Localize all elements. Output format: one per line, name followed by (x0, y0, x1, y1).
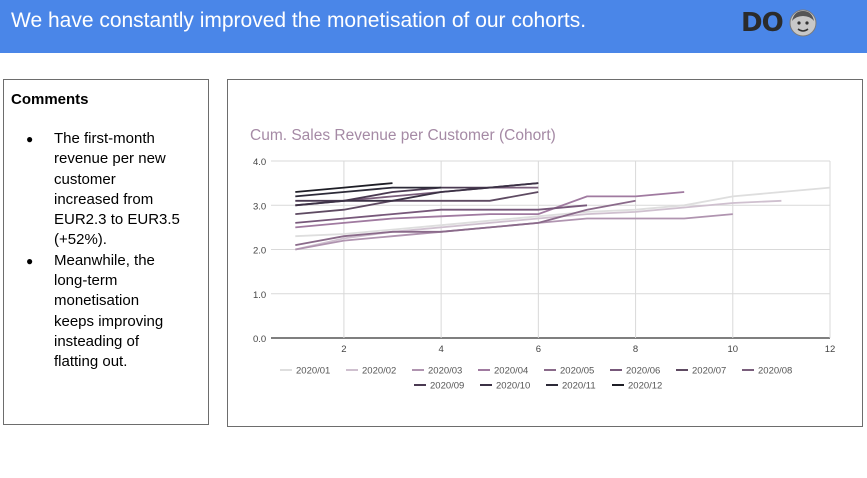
comments-panel: Comments ● The first-month revenue per n… (3, 79, 209, 425)
series-line-2020-11 (295, 186, 442, 198)
cohort-line-chart: Cum. Sales Revenue per Customer (Cohort)… (250, 127, 835, 392)
comment-item: ● The first-month revenue per new custom… (4, 129, 208, 251)
bullet-icon: ● (26, 253, 34, 268)
x-tick-label: 10 (727, 344, 738, 355)
legend-label: 2020/04 (494, 366, 528, 377)
chart-grid (271, 160, 831, 339)
chart-title: Cum. Sales Revenue per Customer (Cohort) (250, 127, 556, 144)
face-icon (789, 9, 817, 37)
x-tick-label: 12 (825, 344, 836, 355)
comment-line: increased from (54, 190, 154, 208)
comment-line: Meanwhile, the (54, 251, 155, 269)
comment-item: ● Meanwhile, the long-term monetisation … (4, 251, 208, 373)
company-logo: DO (741, 4, 818, 42)
legend-label: 2020/06 (626, 366, 660, 377)
bullet-icon: ● (26, 132, 34, 146)
series-line-2020-12 (295, 182, 393, 193)
x-tick-label: 4 (438, 344, 443, 355)
comment-line: insteading of (54, 332, 140, 350)
x-tick-label: 8 (633, 344, 638, 355)
legend-label: 2020/03 (428, 366, 462, 377)
slide-title: We have constantly improved the monetisa… (11, 9, 587, 32)
comments-list: ● The first-month revenue per new custom… (4, 129, 208, 373)
slide-header: We have constantly improved the monetisa… (0, 0, 867, 53)
y-tick-label: 2.0 (253, 246, 266, 257)
comment-line: EUR2.3 to EUR3.5 (54, 211, 180, 229)
series-line-2020-05 (295, 199, 636, 246)
series-line-2020-10 (295, 182, 539, 207)
comment-line: customer (54, 170, 116, 188)
chart-panel: Cum. Sales Revenue per Customer (Cohort)… (227, 79, 863, 427)
legend-label: 2020/07 (692, 366, 726, 377)
legend-label: 2020/08 (758, 366, 792, 377)
chart-legend: 2020/01 2020/02 2020/03 2020/04 2020/05 2020/… (280, 366, 792, 392)
y-tick-label: 3.0 (253, 201, 266, 212)
x-tick-label: 6 (536, 344, 541, 355)
comment-line: revenue per new (54, 150, 166, 168)
comment-line: long-term (54, 272, 118, 290)
y-tick-label: 4.0 (253, 157, 266, 168)
comment-line: keeps improving (54, 312, 164, 330)
legend-label: 2020/02 (362, 366, 396, 377)
series-line-2020-01 (295, 186, 831, 238)
legend-label: 2020/01 (296, 366, 330, 377)
series-line-2020-04 (295, 191, 685, 229)
comment-line: The first-month (54, 130, 155, 147)
comment-line: monetisation (54, 292, 140, 310)
legend-label: 2020/11 (562, 381, 596, 392)
x-tick-label: 2 (341, 344, 346, 355)
legend-label: 2020/05 (560, 366, 594, 377)
chart-ticks: 0.0 1.0 2.0 3.0 4.0 2 4 6 8 10 12 (253, 157, 835, 355)
legend-label: 2020/09 (430, 381, 464, 392)
comments-title: Comments (11, 91, 89, 108)
comment-line: flatting out. (54, 353, 128, 371)
legend-label: 2020/12 (628, 381, 662, 392)
logo-text: DO (741, 8, 784, 38)
series-line-2020-07 (295, 191, 539, 215)
y-tick-label: 0.0 (253, 334, 266, 345)
comment-line: (+52%). (54, 231, 107, 249)
y-tick-label: 1.0 (253, 290, 266, 301)
legend-label: 2020/10 (496, 381, 530, 392)
chart-series (295, 182, 831, 251)
series-line-2020-06 (295, 204, 588, 224)
